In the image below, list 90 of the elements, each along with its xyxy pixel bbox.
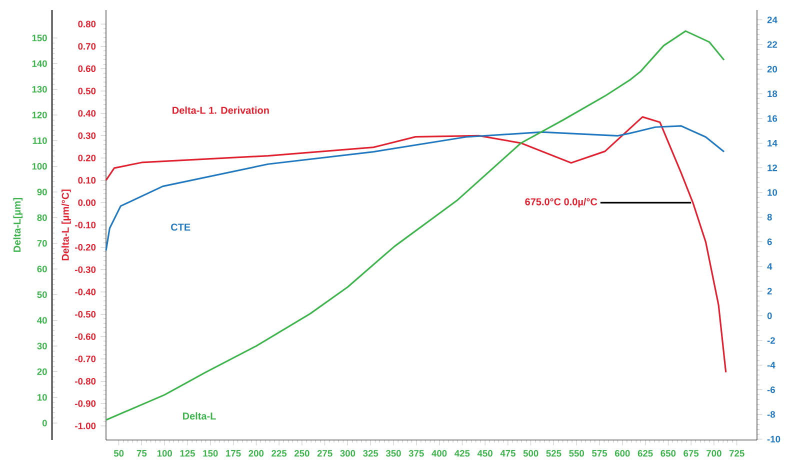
y-tick-label: -0.70 [75, 356, 96, 362]
x-tick-label: 150 [203, 450, 218, 457]
text: CTE [171, 224, 190, 231]
y2-tick-label: -4 [767, 362, 776, 368]
y-tick-label: 0.70 [78, 43, 96, 50]
y2-tick-label: -8 [767, 411, 776, 418]
x-tick-label: 625 [638, 450, 653, 457]
y-tick-label: -0.10 [75, 222, 96, 228]
y2-tick-label: 18 [768, 90, 778, 98]
y-tick-label: 0.50 [78, 88, 96, 94]
x-tick-label: 300 [340, 450, 356, 457]
y-tick-label: 0.40 [78, 110, 96, 117]
y3-tick-label: 30 [37, 342, 47, 350]
x-tick-label: 50 [114, 450, 124, 457]
y3-tick-label: 50 [37, 291, 47, 298]
y-tick-label: -0.80 [75, 378, 96, 385]
y2-tick-label: 10 [768, 189, 778, 196]
line-series [105, 125, 725, 252]
x-tick-label: 650 [660, 450, 676, 457]
y3-tick-label: 20 [37, 368, 47, 375]
x-tick-label: 75 [136, 450, 147, 457]
text: Delta-L [182, 412, 216, 420]
y2-tick-label: 6 [767, 238, 772, 246]
y2-tick-label: -10 [767, 436, 780, 442]
y-tick-label: 0.60 [78, 65, 96, 72]
line-series [105, 30, 725, 421]
x-tick-label: 500 [523, 450, 538, 457]
y2-tick-label: 14 [768, 140, 778, 146]
x-tick-label: 550 [569, 450, 584, 457]
y2-tick-label: 16 [768, 115, 778, 122]
y-tick-label: -1.00 [75, 422, 96, 430]
x-tick-label: 725 [729, 450, 744, 457]
x-tick-label: 400 [432, 450, 447, 457]
x-tick-label: 525 [546, 450, 562, 457]
x-tick-label: 450 [477, 450, 492, 457]
y3-tick-label: 100 [32, 163, 47, 170]
y-tick-label: -0.40 [75, 288, 96, 296]
y3-axis-title: Delta-L[µm] [13, 198, 23, 252]
x-tick-label: 600 [614, 450, 630, 457]
y2-tick-label: -2 [767, 337, 775, 344]
y-tick-label: -0.50 [75, 311, 96, 318]
y2-tick-label: 22 [767, 41, 778, 48]
y-tick-label: -0.30 [75, 266, 96, 273]
y2-tick-label: -6 [767, 386, 775, 394]
y3-tick-label: 40 [37, 317, 47, 324]
y2-tick-label: 12 [768, 164, 778, 172]
x-tick-label: 375 [408, 450, 424, 457]
y-tick-label: 0.20 [78, 154, 96, 162]
x-tick-label: 175 [226, 450, 241, 457]
y-tick-label: -0.90 [75, 400, 96, 407]
y2-tick-label: 20 [767, 66, 778, 72]
text: Delta-L 1. Derivation [172, 106, 269, 114]
x-tick-label: 425 [454, 450, 470, 457]
y2-tick-label: 4 [767, 263, 772, 270]
y2-tick-label: 2 [767, 288, 772, 294]
line-series [105, 116, 727, 374]
x-tick-label: 250 [294, 450, 310, 457]
y2-tick-label: 24 [767, 16, 778, 24]
y-tick-label: -0.20 [75, 244, 96, 251]
x-tick-label: 225 [272, 450, 287, 457]
x-tick-label: 275 [317, 450, 332, 457]
y-tick-label: 0.10 [78, 177, 96, 184]
annotation: 675.0°C 0.0µ/°C [525, 198, 598, 208]
y3-tick-label: 120 [32, 112, 47, 118]
y-axis-title: Delta-L [µm/°C] [62, 190, 71, 260]
y3-tick-label: 60 [37, 266, 47, 272]
y3-tick-label: 10 [38, 394, 47, 401]
x-tick-label: 125 [180, 450, 196, 457]
y3-tick-label: 80 [37, 214, 47, 221]
y2-tick-label: 8 [767, 214, 772, 220]
x-tick-label: 350 [386, 450, 401, 457]
y3-tick-label: 70 [37, 240, 47, 247]
x-tick-label: 100 [157, 450, 172, 457]
x-tick-label: 200 [248, 450, 264, 457]
y-tick-label: -0.60 [75, 333, 96, 340]
y-tick-label: 0.00 [78, 199, 96, 206]
y3-tick-label: 90 [37, 188, 47, 196]
x-tick-label: 575 [592, 450, 608, 457]
x-tick-label: 475 [500, 450, 516, 457]
y2-tick-label: 0 [767, 312, 772, 320]
y3-tick-label: 150 [32, 34, 47, 42]
y3-tick-label: 140 [32, 60, 47, 67]
y3-tick-label: 110 [32, 137, 47, 144]
y-tick-label: 0.80 [78, 20, 96, 28]
x-tick-label: 700 [706, 450, 722, 457]
x-tick-label: 325 [363, 450, 378, 457]
x-tick-label: 675 [684, 450, 699, 457]
y3-tick-label: 0 [42, 420, 47, 426]
y-tick-label: 0.30 [78, 132, 96, 139]
y3-tick-label: 130 [32, 86, 47, 93]
